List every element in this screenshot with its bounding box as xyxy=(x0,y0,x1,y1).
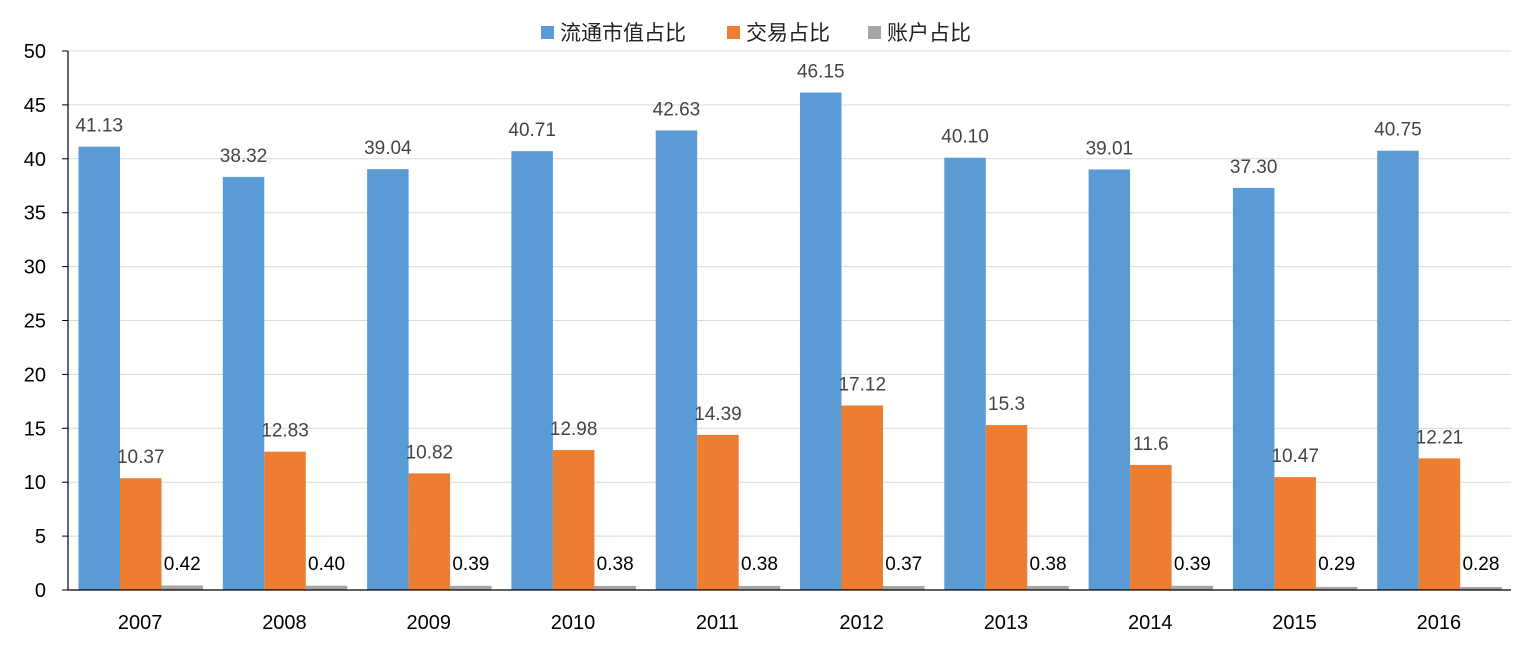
legend-swatch xyxy=(868,26,881,39)
bar-account-2007 xyxy=(161,585,203,590)
y-tick-label: 0 xyxy=(35,580,46,602)
bar-account-2016 xyxy=(1460,586,1502,590)
bar-trade-2010 xyxy=(552,450,595,590)
bar-trade-2014 xyxy=(1130,464,1172,590)
x-tick-label: 2016 xyxy=(1417,612,1462,634)
y-tick-label: 30 xyxy=(24,257,46,279)
bar-market-cap-2013 xyxy=(944,157,986,591)
x-tick-label: 2014 xyxy=(1128,612,1173,634)
legend-swatch xyxy=(727,26,740,39)
legend: 流通市值占比 交易占比 账户占比 xyxy=(541,21,971,45)
data-label: 41.13 xyxy=(75,116,123,137)
data-label: 42.63 xyxy=(653,99,701,120)
legend-label: 账户占比 xyxy=(887,21,971,45)
x-tick-label: 2012 xyxy=(839,612,884,634)
x-tick-label: 2011 xyxy=(696,612,739,634)
data-label: 37.30 xyxy=(1230,157,1278,178)
data-label: 39.04 xyxy=(364,138,412,159)
y-axis: 0 5 10 15 20 25 30 35 40 45 50 xyxy=(24,41,69,602)
y-tick-label: 5 xyxy=(35,526,46,548)
data-label: 0.29 xyxy=(1318,554,1355,575)
bar-trade-2013 xyxy=(985,425,1028,590)
y-tick-label: 20 xyxy=(24,364,46,386)
data-label: 40.71 xyxy=(508,120,556,141)
x-tick-label: 2015 xyxy=(1272,612,1317,634)
y-tick-label: 40 xyxy=(24,149,46,171)
bar-market-cap-2009 xyxy=(367,169,409,590)
bar-market-cap-2007 xyxy=(78,146,120,591)
data-label: 12.21 xyxy=(1416,427,1464,448)
bar-account-2011 xyxy=(738,585,781,590)
data-label: 0.40 xyxy=(308,554,345,575)
bar-account-2008 xyxy=(305,585,348,590)
bar-market-cap-2010 xyxy=(511,151,553,591)
x-tick-label: 2010 xyxy=(551,612,596,634)
y-tick-label: 10 xyxy=(24,472,46,494)
y-tick-label: 25 xyxy=(24,311,46,333)
legend-swatch xyxy=(541,26,554,39)
bar-market-cap-2011 xyxy=(655,130,698,590)
bar-trade-2016 xyxy=(1418,458,1461,590)
x-tick-label: 2007 xyxy=(118,612,163,634)
data-label: 40.75 xyxy=(1374,120,1422,141)
legend-label: 流通市值占比 xyxy=(560,21,686,45)
bar-trade-2012 xyxy=(841,405,883,590)
data-label: 40.10 xyxy=(941,127,989,148)
x-tick-label: 2013 xyxy=(984,612,1029,634)
x-axis: 2007 2008 2009 2010 2011 2012 2013 2014 2015 2016 xyxy=(68,589,1511,634)
bar-trade-2009 xyxy=(408,473,451,590)
data-label: 0.37 xyxy=(885,554,922,575)
data-label: 14.39 xyxy=(694,404,742,425)
y-tick-label: 35 xyxy=(24,203,46,225)
data-label: 39.01 xyxy=(1086,138,1134,159)
data-label: 0.39 xyxy=(452,554,489,575)
data-label: 0.38 xyxy=(741,554,778,575)
bar-market-cap-2008 xyxy=(222,176,265,590)
bar-market-cap-2016 xyxy=(1377,150,1419,590)
data-label: 0.28 xyxy=(1462,554,1499,575)
bar-account-2015 xyxy=(1315,586,1358,590)
gridlines xyxy=(68,50,1511,537)
data-label: 10.47 xyxy=(1271,446,1319,467)
data-label: 17.12 xyxy=(838,374,886,395)
bar-trade-2008 xyxy=(264,451,306,590)
bar-market-cap-2012 xyxy=(800,92,842,591)
data-label: 15.3 xyxy=(988,394,1025,415)
data-label: 38.32 xyxy=(220,146,268,167)
y-tick-label: 45 xyxy=(24,95,46,117)
data-label: 0.39 xyxy=(1174,554,1211,575)
bar-trade-2007 xyxy=(120,478,162,590)
bar-account-2012 xyxy=(883,586,925,590)
bar-account-2010 xyxy=(594,585,636,590)
bar-market-cap-2014 xyxy=(1088,169,1131,590)
y-tick-label: 50 xyxy=(24,41,46,63)
bar-account-2013 xyxy=(1027,585,1069,590)
y-tick-label: 15 xyxy=(24,418,46,440)
data-label: 10.82 xyxy=(406,442,454,463)
legend-label: 交易占比 xyxy=(746,21,830,45)
data-label: 12.98 xyxy=(550,419,598,440)
data-label: 10.37 xyxy=(117,447,165,468)
data-label: 0.38 xyxy=(597,554,634,575)
bar-account-2014 xyxy=(1171,585,1214,590)
bar-market-cap-2015 xyxy=(1232,187,1275,590)
bar-account-2009 xyxy=(450,585,492,590)
data-label: 11.6 xyxy=(1133,434,1169,455)
data-label: 12.83 xyxy=(261,421,309,442)
data-label: 0.38 xyxy=(1030,554,1067,575)
bars xyxy=(78,92,1502,591)
x-tick-label: 2008 xyxy=(262,612,307,634)
data-label: 46.15 xyxy=(797,62,845,83)
data-labels: 41.13 38.32 39.04 40.71 42.63 46.15 40.10 39.01… xyxy=(75,62,1499,575)
bar-trade-2015 xyxy=(1274,477,1316,590)
bar-trade-2011 xyxy=(697,434,739,590)
x-tick-label: 2009 xyxy=(407,612,452,634)
data-label: 0.42 xyxy=(164,554,201,575)
